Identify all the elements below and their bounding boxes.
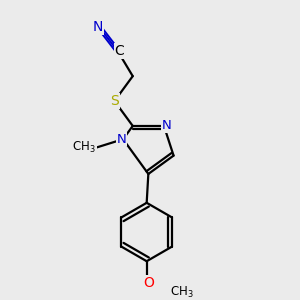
Text: CH$_3$: CH$_3$ <box>170 285 194 300</box>
Text: CH$_3$: CH$_3$ <box>72 140 96 155</box>
Text: N: N <box>93 20 103 34</box>
Text: N: N <box>117 133 126 146</box>
Text: C: C <box>115 44 124 58</box>
Text: N: N <box>162 119 172 132</box>
Text: O: O <box>143 276 154 290</box>
Text: S: S <box>110 94 119 108</box>
